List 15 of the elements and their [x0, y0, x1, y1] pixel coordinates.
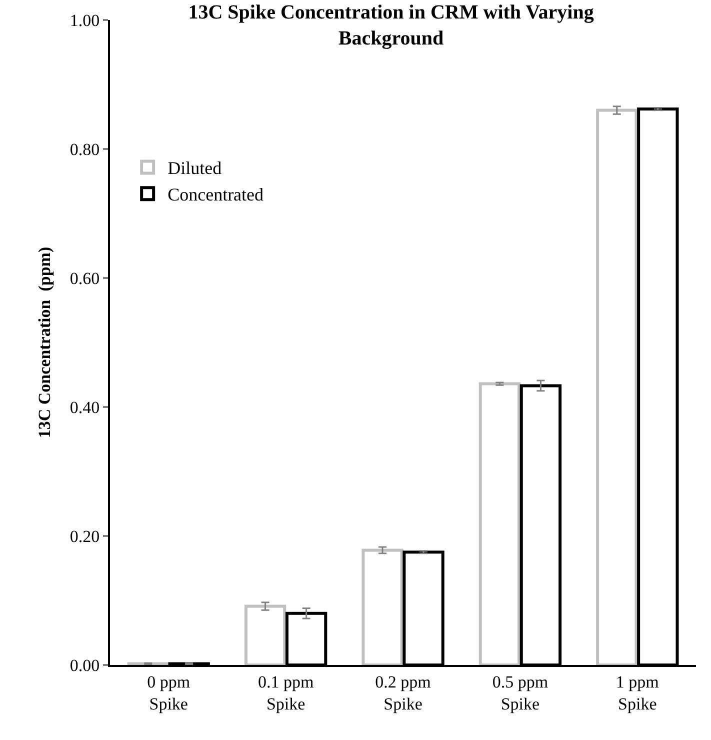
x-tick-label: 0 ppm Spike: [147, 672, 190, 714]
y-tick-label: 0.20: [70, 526, 100, 546]
legend-label: Concentrated: [168, 184, 264, 205]
x-tick-label: 0.1 ppm Spike: [258, 672, 314, 714]
y-tick-label: 0.00: [70, 656, 100, 675]
y-tick-label: 0.40: [70, 398, 100, 417]
x-tick-label: 0.5 ppm Spike: [492, 672, 548, 714]
x-tick-label: 1 ppm Spike: [616, 672, 659, 714]
y-tick-label: 0.80: [70, 140, 100, 159]
chart-title: 13C Spike Concentration in CRM with Varying Background: [188, 2, 594, 50]
legend-label: Diluted: [168, 158, 222, 178]
y-tick-label: 1.00: [70, 10, 100, 30]
y-tick-label: 0.60: [70, 268, 100, 288]
x-tick-label: 0.2 ppm Spike: [375, 672, 431, 714]
y-axis-title: 13C Concentration (ppm): [34, 246, 54, 438]
